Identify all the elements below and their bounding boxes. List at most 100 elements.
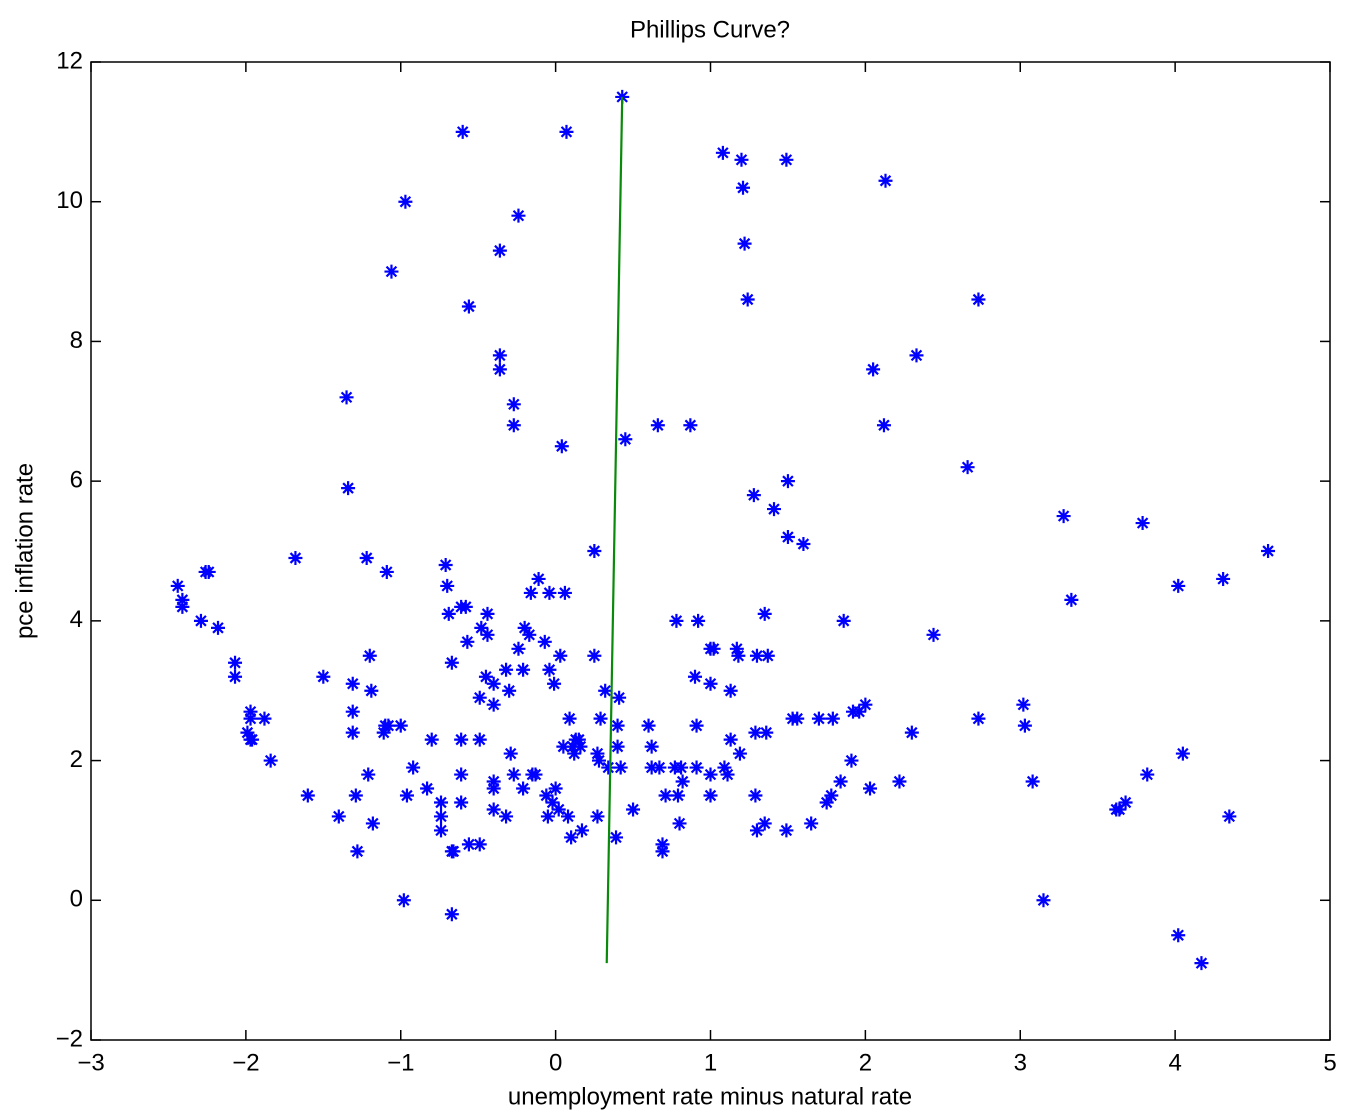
point [804, 816, 819, 831]
point [243, 711, 258, 726]
point [591, 753, 606, 768]
point [760, 648, 775, 663]
point [674, 760, 689, 775]
point [703, 676, 718, 691]
point [1216, 571, 1231, 586]
point [339, 390, 354, 405]
point [779, 823, 794, 838]
point [1175, 746, 1190, 761]
point [364, 683, 379, 698]
point [715, 145, 730, 160]
point [691, 613, 706, 628]
point [348, 788, 363, 803]
point [399, 788, 414, 803]
point [1261, 544, 1276, 558]
point [492, 243, 507, 258]
point [587, 648, 602, 663]
point [655, 844, 670, 859]
point [669, 613, 684, 628]
point [454, 767, 469, 782]
point [757, 816, 772, 831]
point [748, 725, 763, 740]
y-tick-label: 6 [70, 466, 83, 493]
point [1064, 592, 1079, 607]
point [892, 774, 907, 789]
point [381, 718, 396, 733]
point [593, 711, 608, 726]
x-tick-label: −2 [232, 1049, 259, 1076]
point [288, 550, 303, 565]
y-tick-label: 12 [56, 47, 83, 74]
point [446, 844, 461, 859]
y-tick-label: 8 [70, 327, 83, 354]
point [960, 460, 975, 475]
point [1112, 802, 1127, 817]
point [626, 802, 641, 817]
point [486, 802, 501, 817]
point [675, 774, 690, 789]
point [545, 795, 560, 810]
point [201, 564, 216, 579]
point [904, 725, 919, 740]
point [454, 795, 469, 810]
point [396, 893, 411, 908]
point [539, 788, 554, 803]
point [458, 599, 473, 614]
point [559, 124, 574, 139]
point [361, 767, 376, 782]
point [240, 725, 255, 740]
point [844, 753, 859, 768]
point [540, 809, 555, 824]
point [598, 683, 613, 698]
point [257, 711, 272, 726]
point [506, 397, 521, 412]
point [537, 634, 552, 649]
point [737, 236, 752, 251]
point [644, 739, 659, 754]
point [547, 676, 562, 691]
x-tick-label: 4 [1168, 1049, 1181, 1076]
point [511, 208, 526, 223]
point [350, 844, 365, 859]
point [790, 711, 805, 726]
point [759, 725, 774, 740]
x-tick-label: −1 [387, 1049, 414, 1076]
point [732, 746, 747, 761]
point [480, 627, 495, 642]
point [796, 537, 811, 552]
point [670, 788, 685, 803]
point [345, 704, 360, 719]
point [757, 606, 772, 621]
point [472, 837, 487, 852]
point [689, 760, 704, 775]
point [971, 711, 986, 726]
point [909, 348, 924, 363]
point [522, 627, 537, 642]
point [531, 571, 546, 586]
point [587, 544, 602, 558]
point [398, 194, 413, 209]
point [511, 641, 526, 656]
point [486, 676, 501, 691]
point [502, 683, 517, 698]
point [833, 774, 848, 789]
point [779, 152, 794, 167]
point [780, 474, 795, 489]
point [499, 662, 514, 677]
point [472, 690, 487, 705]
point [652, 760, 667, 775]
point [1135, 516, 1150, 531]
point [825, 711, 840, 726]
point [720, 767, 735, 782]
point [461, 837, 476, 852]
point [228, 655, 243, 670]
point [440, 578, 455, 593]
point [878, 173, 893, 188]
point [345, 676, 360, 691]
y-tick-label: 10 [56, 187, 83, 214]
point [170, 578, 185, 593]
point [472, 732, 487, 747]
point [717, 760, 732, 775]
